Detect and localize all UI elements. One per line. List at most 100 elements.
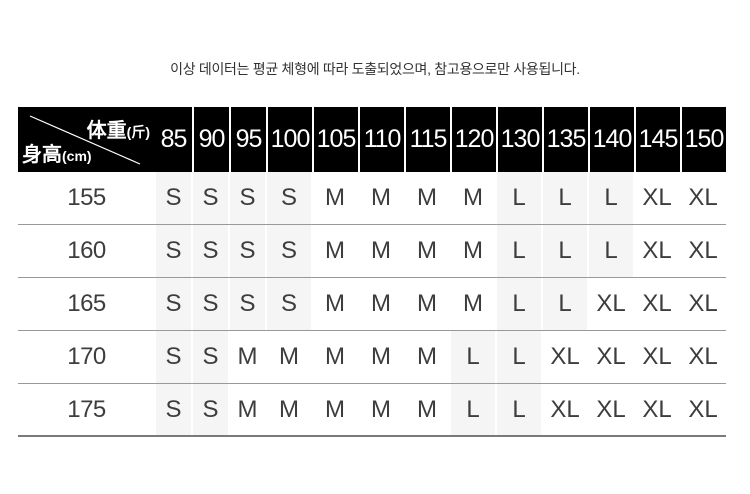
size-cell: S: [155, 225, 192, 277]
size-cell: L: [588, 225, 634, 277]
size-cell: L: [450, 384, 496, 435]
size-cell: S: [192, 384, 229, 435]
table-header-row: 体重(斤) 身高(cm) 85 90 95 100 105 110 115 120 130 135…: [18, 107, 726, 172]
table-row: 155 S S S S M M M M L L L XL XL: [18, 172, 726, 225]
weight-header-cell: 110: [358, 107, 404, 172]
size-cell: S: [155, 384, 192, 435]
size-cell: M: [358, 172, 404, 224]
table-row: 170 S S M M M M M L L XL XL XL XL: [18, 331, 726, 384]
size-cell: L: [496, 225, 542, 277]
table-body: 155 S S S S M M M M L L L XL XL 160 S S S S M M M M L L L XL XL 165 S…: [18, 172, 726, 437]
size-cell: M: [450, 172, 496, 224]
size-cell: XL: [634, 172, 680, 224]
size-cell: M: [358, 225, 404, 277]
size-cell: L: [588, 172, 634, 224]
weight-header-cell: 130: [496, 107, 542, 172]
size-cell: M: [358, 331, 404, 383]
size-cell: S: [229, 172, 266, 224]
weight-header-cell: 150: [680, 107, 726, 172]
size-cell: XL: [542, 331, 588, 383]
height-cell: 155: [67, 184, 106, 211]
weight-header-cell: 120: [450, 107, 496, 172]
size-cell: M: [312, 384, 358, 435]
size-cell: S: [155, 278, 192, 330]
size-cell: XL: [588, 331, 634, 383]
size-cell: M: [404, 172, 450, 224]
height-cell: 170: [67, 343, 106, 370]
table-row: 160 S S S S M M M M L L L XL XL: [18, 225, 726, 278]
size-cell: L: [496, 331, 542, 383]
size-cell: M: [450, 278, 496, 330]
diagonal-divider-line: [29, 115, 141, 165]
size-cell: XL: [588, 278, 634, 330]
weight-header-cell: 135: [542, 107, 588, 172]
size-cell: XL: [680, 172, 726, 224]
size-cell: L: [542, 225, 588, 277]
size-cell: M: [312, 331, 358, 383]
size-cell: XL: [588, 384, 634, 435]
table-row: 165 S S S S M M M M L L XL XL XL: [18, 278, 726, 331]
size-cell: L: [450, 331, 496, 383]
weight-header-cell: 115: [404, 107, 450, 172]
size-cell: S: [155, 331, 192, 383]
size-cell: S: [266, 225, 312, 277]
size-cell: S: [192, 172, 229, 224]
size-cell: XL: [680, 278, 726, 330]
height-cell: 160: [67, 237, 106, 264]
size-cell: S: [266, 278, 312, 330]
size-cell: M: [312, 278, 358, 330]
size-chart-table: 体重(斤) 身高(cm) 85 90 95 100 105 110 115 120 130 135…: [18, 107, 726, 437]
size-cell: M: [229, 384, 266, 435]
weight-header-cell: 85: [160, 125, 188, 153]
size-cell: M: [266, 384, 312, 435]
height-axis-label: 身高(cm): [22, 138, 92, 167]
corner-header-cell: 体重(斤) 身高(cm): [18, 107, 155, 172]
size-cell: M: [312, 172, 358, 224]
size-cell: S: [266, 172, 312, 224]
height-cell: 165: [67, 290, 106, 317]
size-cell: XL: [680, 331, 726, 383]
height-axis-unit: (cm): [62, 148, 92, 164]
size-cell: M: [450, 225, 496, 277]
size-cell: S: [192, 278, 229, 330]
size-cell: XL: [542, 384, 588, 435]
size-cell: L: [496, 384, 542, 435]
size-cell: S: [192, 331, 229, 383]
size-cell: XL: [634, 331, 680, 383]
size-cell: M: [358, 384, 404, 435]
weight-axis-label: 体重(斤): [87, 114, 150, 143]
size-cell: M: [312, 225, 358, 277]
weight-header-cell: 145: [634, 107, 680, 172]
size-cell: L: [496, 278, 542, 330]
size-cell: M: [404, 278, 450, 330]
size-cell: XL: [634, 225, 680, 277]
size-cell: L: [542, 172, 588, 224]
weight-header-cell: 140: [588, 107, 634, 172]
size-cell: M: [404, 225, 450, 277]
size-cell: XL: [680, 384, 726, 435]
size-cell: S: [229, 278, 266, 330]
table-row: 175 S S M M M M M L L XL XL XL XL: [18, 384, 726, 437]
weight-header-cell: 105: [312, 107, 358, 172]
weight-header-cell: 100: [266, 107, 312, 172]
size-cell: M: [358, 278, 404, 330]
height-axis-text: 身高: [22, 144, 62, 166]
size-cell: M: [404, 384, 450, 435]
size-cell: M: [229, 331, 266, 383]
size-cell: XL: [634, 278, 680, 330]
size-cell: XL: [680, 225, 726, 277]
size-cell: L: [542, 278, 588, 330]
size-cell: S: [229, 225, 266, 277]
size-cell: S: [192, 225, 229, 277]
weight-header-cells: 85 90 95 100 105 110 115 120 130 135 140 145 150: [155, 107, 726, 172]
size-cell: L: [496, 172, 542, 224]
height-cell: 175: [67, 395, 106, 423]
weight-header-cell: 90: [192, 107, 229, 172]
weight-axis-text: 体重: [86, 120, 127, 142]
size-cell: M: [404, 331, 450, 383]
disclaimer-text: 이상 데이터는 평균 체형에 따라 도출되었으며, 참고용으로만 사용됩니다.: [170, 61, 580, 77]
size-cell: XL: [634, 384, 680, 435]
weight-axis-unit: (斤): [126, 124, 150, 140]
weight-header-cell: 95: [229, 107, 266, 172]
size-cell: S: [155, 172, 192, 224]
